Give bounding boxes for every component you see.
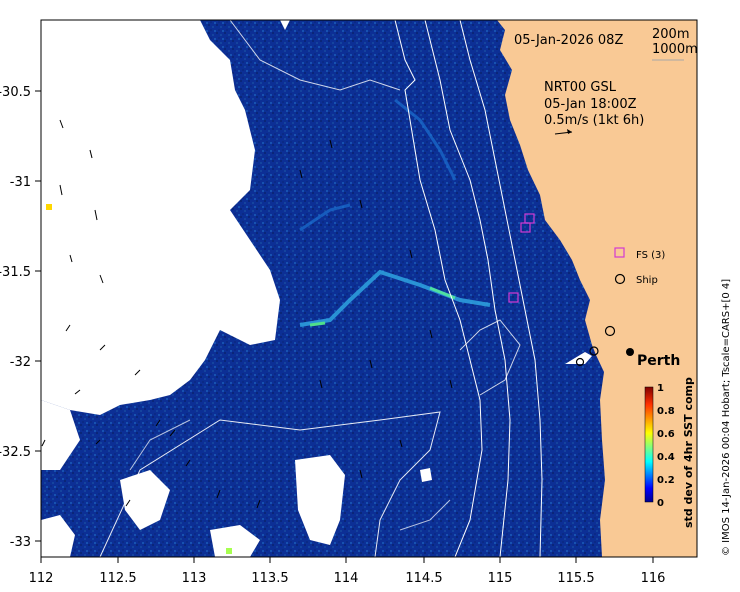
lon-tick-label: 112 bbox=[29, 571, 54, 586]
lon-tick-label: 113 bbox=[182, 571, 207, 586]
lon-tick-label: 113.5 bbox=[251, 571, 288, 586]
contour-label-1000m: 1000m bbox=[652, 42, 698, 57]
colorbar-tick-label: 0.6 bbox=[657, 429, 675, 440]
fs-legend-symbol bbox=[614, 247, 625, 258]
lon-tick-label: 112.5 bbox=[99, 571, 136, 586]
current-vectors bbox=[41, 119, 453, 509]
ship-legend-label: Ship bbox=[636, 275, 658, 286]
current-scale-label: 0.5m/s (1kt 6h) bbox=[544, 113, 644, 128]
current-scale-arrowhead bbox=[567, 129, 572, 134]
city-label-perth: Perth bbox=[637, 353, 680, 369]
colorbar-gradient bbox=[644, 386, 654, 503]
map-annotations: 05-Jan-2026 08Z 200m 1000m NRT00 GSL 05-… bbox=[514, 27, 698, 369]
lon-axis: 112 112.5 113 113.5 114 114.5 115 115.5 … bbox=[29, 571, 666, 586]
colorbar-tick-label: 1 bbox=[657, 383, 664, 394]
lat-axis: -30.5 -31 -31.5 -32 -32.5 -33 bbox=[0, 85, 31, 550]
lon-tick-label: 115 bbox=[488, 571, 513, 586]
lon-tick-label: 115.5 bbox=[557, 571, 594, 586]
eddy-streak bbox=[394, 98, 457, 181]
fs-legend-label: FS (3) bbox=[636, 250, 665, 261]
bathymetry-contours bbox=[99, 20, 543, 557]
current-time: 05-Jan 18:00Z bbox=[544, 97, 637, 112]
lat-tick-label: -32.5 bbox=[0, 445, 31, 460]
credit-text: © IMOS 14-Jan-2026 00:04 Hobart; Tscale=… bbox=[721, 279, 732, 556]
axis-ticks bbox=[35, 90, 654, 563]
front-highlight bbox=[309, 321, 326, 327]
ship-marker bbox=[589, 346, 599, 356]
contour-label-200m: 200m bbox=[652, 27, 689, 42]
sst-hotspot bbox=[46, 204, 52, 210]
perth-dot bbox=[626, 348, 634, 356]
colorbar: 0 0.2 0.4 0.6 0.8 1 std dev of 4hr SST c… bbox=[644, 377, 695, 528]
fs-marker bbox=[520, 222, 531, 233]
colorbar-tick-label: 0.2 bbox=[657, 475, 675, 486]
river-estuary bbox=[565, 352, 592, 364]
ship-legend-symbol bbox=[614, 273, 626, 285]
lon-tick-label: 114 bbox=[334, 571, 359, 586]
front-streak bbox=[299, 269, 491, 327]
current-product-title: NRT00 GSL bbox=[544, 80, 617, 95]
lon-tick-label: 116 bbox=[641, 571, 666, 586]
ship-marker bbox=[575, 357, 585, 367]
plot-area bbox=[41, 20, 697, 557]
colorbar-tick-label: 0 bbox=[657, 498, 664, 509]
lat-tick-label: -32 bbox=[10, 355, 31, 370]
colorbar-tick-label: 0.4 bbox=[657, 452, 675, 463]
eddy-streak bbox=[299, 203, 351, 232]
lat-tick-label: -31.5 bbox=[0, 265, 31, 280]
lat-tick-label: -30.5 bbox=[0, 85, 31, 100]
lon-tick-label: 114.5 bbox=[405, 571, 442, 586]
no-data-gaps bbox=[41, 20, 575, 557]
sst-hotspot bbox=[226, 548, 232, 554]
lat-tick-label: -33 bbox=[10, 535, 31, 550]
colorbar-label: std dev of 4hr SST comp bbox=[682, 377, 695, 528]
fs-marker bbox=[508, 292, 519, 303]
lat-tick-label: -31 bbox=[10, 175, 31, 190]
date-label: 05-Jan-2026 08Z bbox=[514, 33, 623, 48]
ship-marker bbox=[604, 325, 616, 337]
plot-frame bbox=[40, 19, 698, 558]
colorbar-tick-label: 0.8 bbox=[657, 406, 675, 417]
